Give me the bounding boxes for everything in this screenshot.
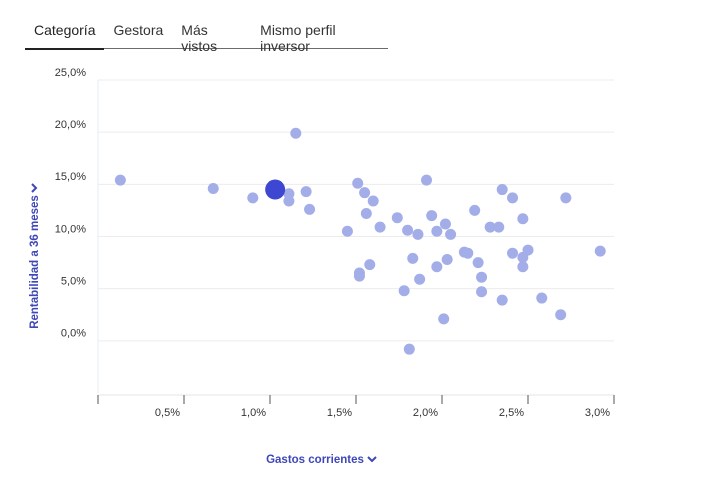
tab[interactable]: Mismo perfil inversor [260, 22, 336, 54]
y-tick-label: 25,0% [55, 67, 86, 79]
scatter-point [462, 247, 474, 259]
scatter-point [517, 213, 529, 225]
scatter-point [353, 270, 365, 282]
x-axis-title-group[interactable]: Gastos corrientes [266, 454, 377, 466]
scatter-point [304, 203, 316, 215]
scatter-point [594, 245, 606, 257]
chevron[interactable] [31, 183, 38, 193]
scatter-point [207, 183, 219, 195]
scatter-point [403, 343, 415, 355]
scatter-point [472, 257, 484, 269]
y-axis-title-group[interactable]: Rentabilidad a 36 meses [29, 183, 41, 329]
scatter-point [412, 228, 424, 240]
y-axis-title[interactable]: Rentabilidad a 36 meses [29, 195, 41, 329]
scatter-point [265, 179, 286, 200]
tab[interactable]: Categoría [25, 14, 105, 50]
scatter-point [352, 177, 364, 189]
scatter-point [283, 195, 295, 207]
tab-bar: Categoría Gestora Más vistos Mismo perfi… [25, 14, 388, 54]
scatter-point [484, 221, 496, 233]
scatter-point [414, 273, 426, 285]
y-tick-label: 5,0% [61, 276, 86, 288]
scatter-point [493, 221, 505, 233]
x-tick-label: 2,0% [413, 407, 438, 419]
scatter-point [476, 286, 488, 298]
y-tick-label: 0,0% [61, 328, 86, 340]
scatter-point [438, 313, 450, 325]
y-tick-label: 15,0% [55, 171, 86, 183]
x-tick-label: 2,5% [499, 407, 524, 419]
scatter-point [364, 259, 376, 271]
x-tick-label: 1,0% [241, 407, 266, 419]
chevron[interactable] [367, 456, 377, 463]
scatter-point [360, 208, 372, 220]
x-axis-title[interactable]: Gastos corrientes [266, 454, 364, 466]
y-tick-label: 10,0% [55, 223, 86, 235]
tab[interactable]: Gestora [113, 22, 164, 38]
scatter-point [421, 174, 433, 186]
scatter-point [426, 210, 438, 222]
scatter-point [496, 294, 508, 306]
scatter-point [496, 184, 508, 196]
scatter-point [507, 192, 519, 204]
scatter-point [536, 292, 548, 304]
scatter-point [359, 187, 371, 199]
scatter-point [374, 221, 386, 233]
x-tick-label: 0,5% [155, 407, 180, 419]
y-tick-label: 20,0% [55, 119, 86, 131]
x-tick-label: 3,0% [585, 407, 610, 419]
scatter-point [341, 225, 353, 237]
scatter-point [469, 204, 481, 216]
scatter-point [407, 252, 419, 264]
scatter-point [522, 244, 534, 256]
scatter-point [445, 228, 457, 240]
scatter-point [560, 192, 572, 204]
scatter-point [517, 261, 529, 273]
scatter-point [441, 253, 453, 265]
scatter-point [555, 309, 567, 321]
scatter-point [431, 261, 443, 273]
scatter-point [300, 186, 312, 198]
scatter-point [439, 218, 451, 230]
scatter-point [290, 127, 302, 139]
tab[interactable]: Más vistos [181, 22, 218, 54]
scatter-point [507, 247, 519, 259]
scatter-point [476, 271, 488, 283]
scatter-point [114, 174, 126, 186]
scatter-point [398, 285, 410, 297]
scatter-point [391, 212, 403, 224]
scatter-point [402, 224, 414, 236]
scatter-point [247, 192, 259, 204]
x-tick-label: 1,5% [327, 407, 352, 419]
scatter-point [367, 195, 379, 207]
scatter-point [431, 225, 443, 237]
